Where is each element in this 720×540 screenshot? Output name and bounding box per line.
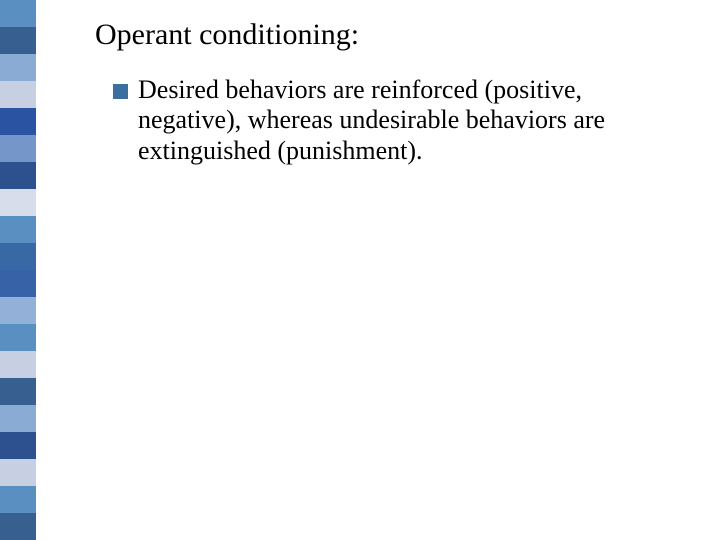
sidebar-stripe xyxy=(0,351,36,378)
sidebar-stripe xyxy=(0,513,36,540)
sidebar-stripe xyxy=(0,0,36,27)
sidebar-stripe xyxy=(0,189,36,216)
sidebar-stripe xyxy=(0,135,36,162)
sidebar-stripe xyxy=(0,27,36,54)
sidebar-stripe xyxy=(0,270,36,297)
sidebar-stripe xyxy=(0,459,36,486)
sidebar-stripe xyxy=(0,54,36,81)
sidebar-stripe xyxy=(0,405,36,432)
sidebar-stripe xyxy=(0,432,36,459)
sidebar-stripe xyxy=(0,216,36,243)
sidebar-stripe xyxy=(0,162,36,189)
sidebar-stripe xyxy=(0,297,36,324)
sidebar-stripe xyxy=(0,324,36,351)
sidebar-stripe xyxy=(0,378,36,405)
sidebar-stripe xyxy=(0,486,36,513)
sidebar-stripe xyxy=(0,108,36,135)
square-bullet-icon xyxy=(113,84,128,99)
decorative-sidebar xyxy=(0,0,36,540)
slide: Operant conditioning: Desired behaviors … xyxy=(0,0,720,540)
bullet-item: Desired behaviors are reinforced (positi… xyxy=(95,75,680,167)
bullet-text: Desired behaviors are reinforced (positi… xyxy=(138,75,680,167)
slide-content: Operant conditioning: Desired behaviors … xyxy=(95,18,680,167)
sidebar-stripe xyxy=(0,81,36,108)
slide-title: Operant conditioning: xyxy=(95,18,680,53)
bullet-list: Desired behaviors are reinforced (positi… xyxy=(95,75,680,167)
sidebar-stripe xyxy=(0,243,36,270)
